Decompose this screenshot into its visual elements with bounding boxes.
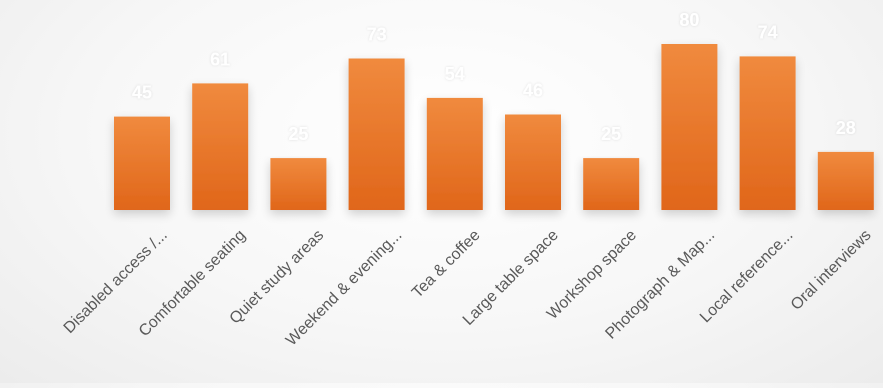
x-tick-labels-layer: Disabled access /...Comfortable seatingQ… — [61, 227, 875, 350]
bar-3 — [270, 158, 327, 210]
data-label-8: 80 — [679, 10, 699, 30]
data-labels-layer: 45 61 25 73 54 46 25 80 74 28 — [132, 10, 856, 144]
bar-4 — [348, 58, 405, 210]
bar-5 — [426, 97, 483, 210]
data-label-1: 45 — [132, 83, 152, 103]
bar-2 — [192, 83, 249, 210]
x-tick-label-10: Oral interviews — [788, 227, 875, 314]
bar-7 — [583, 158, 640, 210]
bar-9 — [739, 56, 796, 211]
data-label-3: 25 — [288, 124, 308, 144]
data-label-6: 46 — [523, 81, 543, 101]
data-label-9: 74 — [758, 22, 778, 42]
bar-10 — [817, 151, 874, 210]
data-label-4: 73 — [367, 25, 387, 45]
bar-8 — [661, 44, 718, 210]
data-label-10: 28 — [836, 118, 856, 138]
bars-layer — [114, 44, 874, 211]
data-label-7: 25 — [601, 124, 621, 144]
bar-1 — [114, 116, 170, 210]
data-label-5: 54 — [445, 64, 465, 84]
x-tick-label-5: Tea & coffee — [409, 227, 484, 302]
data-label-2: 61 — [210, 49, 230, 69]
bar-6 — [505, 114, 561, 210]
